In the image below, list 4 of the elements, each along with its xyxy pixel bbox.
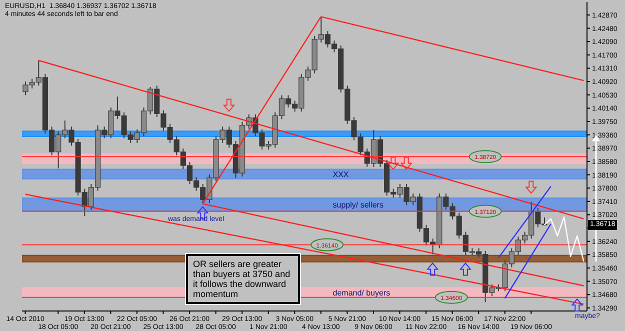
band-label: supply/ sellers <box>332 200 384 210</box>
band-label: demand/ buyers <box>332 288 390 298</box>
annotation: OR sellers are greater than buyers at 3750 and it follows the downward momentum <box>186 254 300 304</box>
band-label: XXX <box>332 170 350 180</box>
